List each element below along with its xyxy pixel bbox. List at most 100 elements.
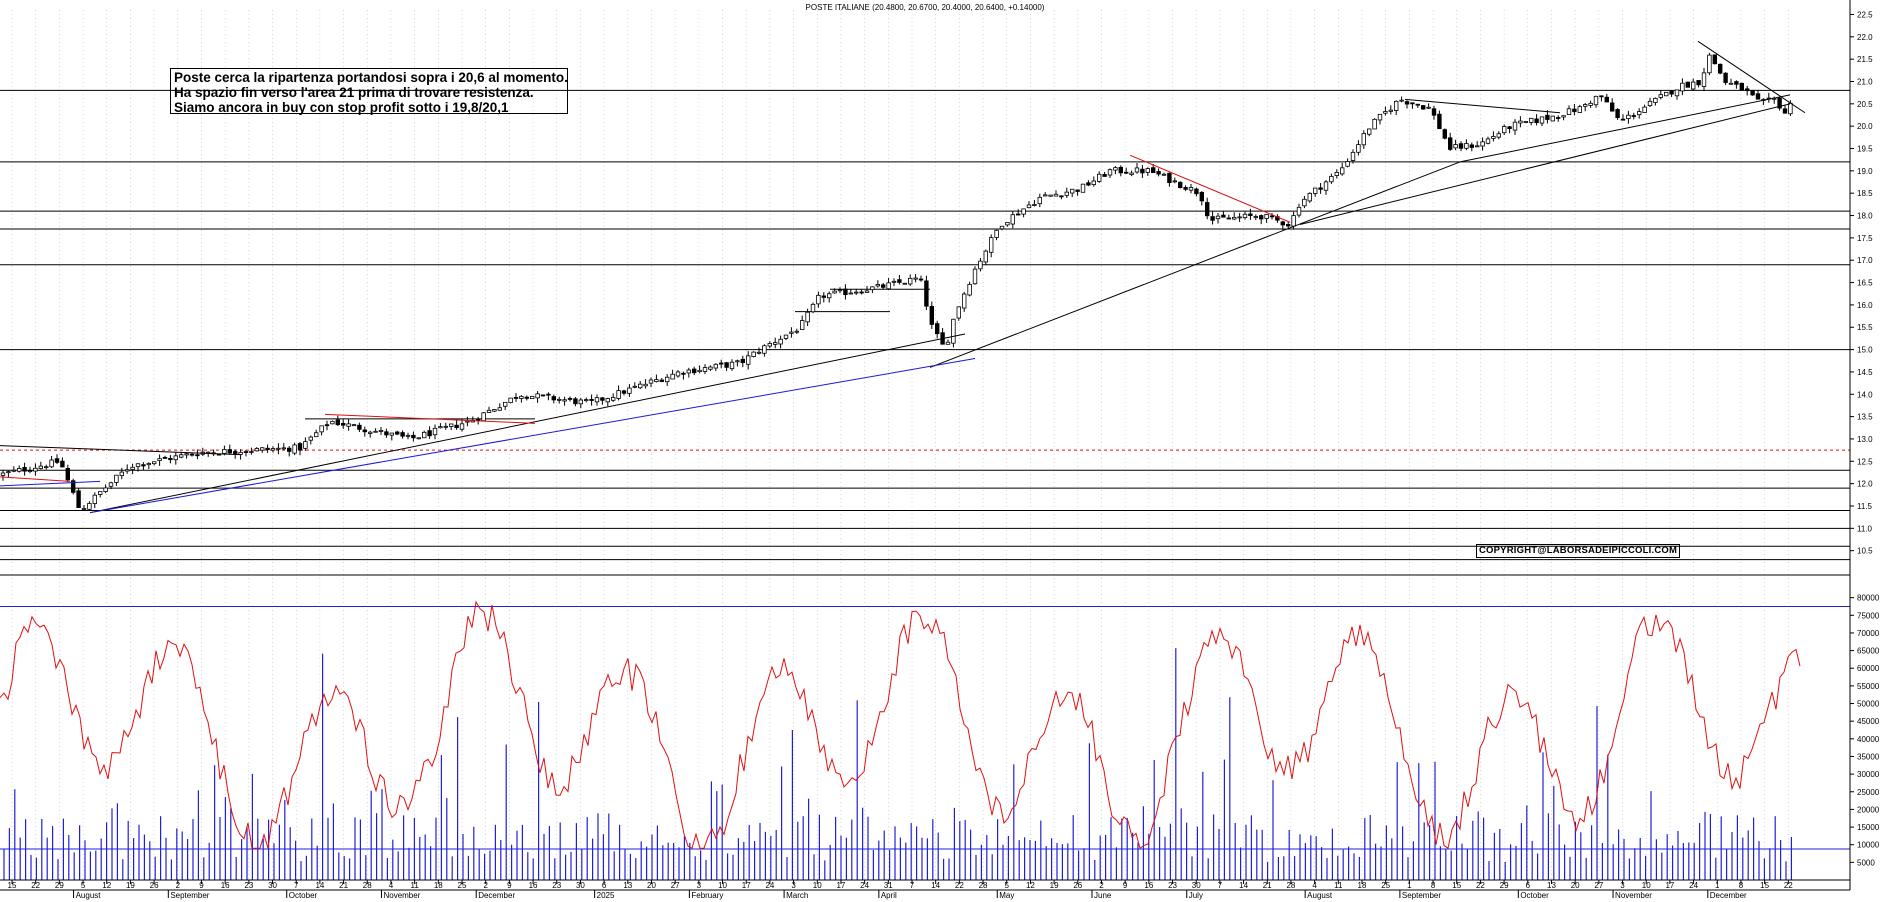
month-label: August: [76, 891, 102, 900]
candle-body: [292, 444, 297, 454]
candle-body: [611, 396, 616, 401]
candle-body: [178, 454, 184, 458]
candle-body: [1448, 137, 1453, 150]
candle-body: [438, 426, 443, 429]
candle-body: [232, 451, 238, 454]
candle-body: [665, 376, 670, 383]
candle-body: [1680, 82, 1685, 92]
candle-body: [357, 424, 362, 430]
candle-body: [719, 362, 724, 365]
x-tick-label: 29: [55, 881, 64, 890]
candle-body: [848, 292, 853, 295]
candle-body: [875, 284, 880, 287]
candle-body: [421, 431, 427, 439]
candle-body: [670, 373, 675, 380]
candle-body: [1658, 94, 1663, 98]
candle-body: [584, 399, 589, 402]
x-tick-label: 13: [1547, 881, 1556, 890]
candle-body: [1080, 183, 1086, 193]
candle-body: [908, 277, 913, 285]
candle-body: [864, 290, 870, 293]
candle-body: [1037, 196, 1042, 205]
candle-body: [6, 471, 11, 474]
candle-body: [151, 461, 157, 465]
x-tick-label: 28: [363, 881, 372, 890]
candle-body: [567, 398, 573, 400]
candle-body: [1345, 161, 1350, 167]
candle-body: [324, 424, 330, 427]
x-tick-label: 1: [1715, 881, 1720, 890]
candle-body: [1615, 109, 1620, 119]
price-tick-label: 20.0: [1857, 122, 1873, 131]
candle-body: [1394, 100, 1399, 111]
candle-body: [92, 494, 97, 504]
candle-body: [1410, 102, 1415, 105]
candle-body: [978, 260, 983, 270]
candle-body: [756, 351, 762, 354]
x-tick-label: 24: [765, 881, 774, 890]
price-tick-label: 12.0: [1857, 480, 1873, 489]
candle-body: [135, 463, 141, 468]
candle-body: [540, 394, 546, 397]
candle-body: [1329, 176, 1334, 183]
volume-tick-label: 5000: [1857, 858, 1875, 867]
candle-body: [400, 432, 405, 437]
candle-body: [686, 369, 691, 374]
x-tick-label: 4: [1312, 881, 1317, 890]
x-tick-label: 8: [1739, 881, 1744, 890]
price-tick-label: 22.0: [1857, 33, 1873, 42]
x-tick-label: 28: [979, 881, 988, 890]
candle-body: [972, 268, 978, 285]
candle-body: [1172, 180, 1177, 183]
price-tick-label: 18.0: [1857, 212, 1873, 221]
candle-body: [270, 448, 276, 451]
candle-body: [1129, 172, 1134, 175]
candle-body: [184, 453, 189, 456]
candle-body: [638, 383, 643, 389]
candle-body: [1561, 115, 1566, 118]
x-tick-label: 15: [1452, 881, 1461, 890]
candle-body: [1712, 54, 1717, 65]
candle-body: [351, 424, 357, 427]
candle-body: [33, 467, 38, 472]
price-tick-label: 10.5: [1857, 547, 1873, 556]
candle-body: [173, 455, 178, 461]
candle-body: [1755, 93, 1761, 100]
candle-body: [929, 306, 934, 325]
candle-body: [616, 390, 621, 399]
candle-body: [578, 399, 583, 405]
price-tick-label: 11.0: [1857, 524, 1873, 533]
candle-body: [902, 282, 907, 285]
candle-body: [1728, 82, 1734, 85]
candle-body: [1134, 167, 1140, 173]
candle-body: [897, 279, 902, 283]
candle-body: [1539, 116, 1545, 124]
candle-body: [146, 463, 151, 466]
candle-body: [1210, 216, 1215, 221]
candle-body: [1550, 115, 1555, 122]
price-tick-label: 15.0: [1857, 346, 1873, 355]
chart-title: POSTE ITALIANE (20.4800, 20.6700, 20.400…: [805, 3, 1045, 12]
x-tick-label: 31: [884, 881, 893, 890]
candle-body: [794, 330, 799, 333]
candle-body: [1102, 174, 1107, 177]
candle-body: [1161, 173, 1167, 176]
candle-body: [643, 383, 648, 387]
volume-bars: [3, 648, 1793, 880]
candle-body: [65, 468, 70, 481]
candle-body: [222, 449, 227, 454]
candle-body: [1259, 215, 1264, 220]
x-tick-label: 5: [1005, 881, 1010, 890]
candle-body: [1669, 90, 1674, 95]
candle-body: [773, 342, 778, 345]
candle-body: [448, 423, 454, 427]
candle-body: [1199, 191, 1204, 202]
candle-body: [1788, 102, 1793, 115]
x-tick-label: 16: [221, 881, 230, 890]
candle-body: [1291, 215, 1296, 227]
candle-body: [573, 398, 578, 405]
candle-body: [740, 358, 745, 363]
candle-body: [313, 432, 319, 438]
month-label: December: [478, 891, 515, 900]
